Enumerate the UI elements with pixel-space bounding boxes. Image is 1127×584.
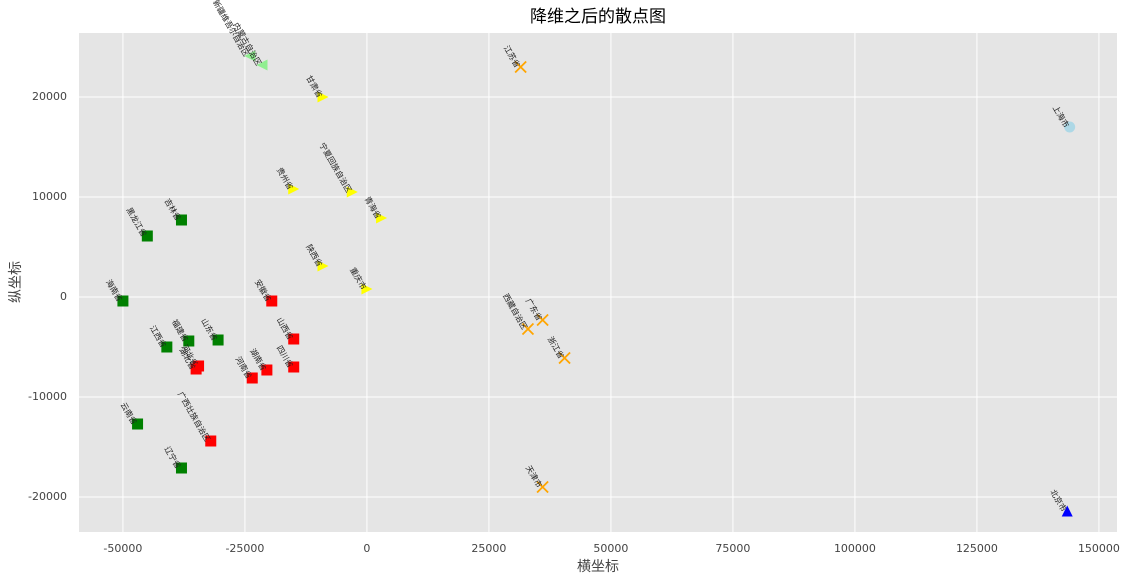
point (288, 183, 300, 195)
point (1064, 121, 1076, 133)
point (175, 214, 187, 226)
x-tick-label: 150000 (1078, 542, 1120, 555)
y-tick-label: -10000 (28, 390, 67, 403)
x-tick-label: 75000 (715, 542, 750, 555)
x-tick-label: 50000 (593, 542, 628, 555)
point (346, 186, 358, 198)
y-tick-label: 0 (60, 290, 67, 303)
point (288, 333, 300, 345)
x-tick-label: -50000 (103, 542, 142, 555)
x-tick-label: 0 (363, 542, 370, 555)
x-tick-label: 125000 (956, 542, 998, 555)
point (190, 363, 202, 375)
point (266, 295, 278, 307)
chart-title: 降维之后的散点图 (530, 7, 666, 27)
point (175, 462, 187, 474)
point (514, 60, 527, 74)
point (1061, 505, 1073, 517)
point (376, 212, 388, 224)
point (558, 351, 571, 365)
point (317, 91, 329, 103)
x-tick-label: 100000 (834, 542, 876, 555)
point (161, 341, 173, 353)
plot-area (79, 33, 1117, 532)
point (261, 364, 273, 376)
y-axis-label: 纵坐标 (8, 261, 24, 303)
point (536, 480, 549, 494)
point (244, 50, 256, 62)
point (205, 435, 217, 447)
y-tick-label: 20000 (32, 90, 67, 103)
y-tick-label: 10000 (32, 190, 67, 203)
point (183, 335, 195, 347)
point (288, 361, 300, 373)
point (132, 418, 144, 430)
y-tick-label: -20000 (28, 490, 67, 503)
x-tick-label: -25000 (225, 542, 264, 555)
point (246, 372, 258, 384)
x-axis-label: 横坐标 (577, 559, 619, 575)
point (141, 230, 153, 242)
point (317, 260, 329, 272)
point (212, 334, 224, 346)
point (536, 313, 549, 327)
point (361, 283, 373, 295)
x-tick-label: 25000 (471, 542, 506, 555)
point (521, 322, 535, 336)
point (256, 59, 268, 71)
point (117, 295, 129, 307)
